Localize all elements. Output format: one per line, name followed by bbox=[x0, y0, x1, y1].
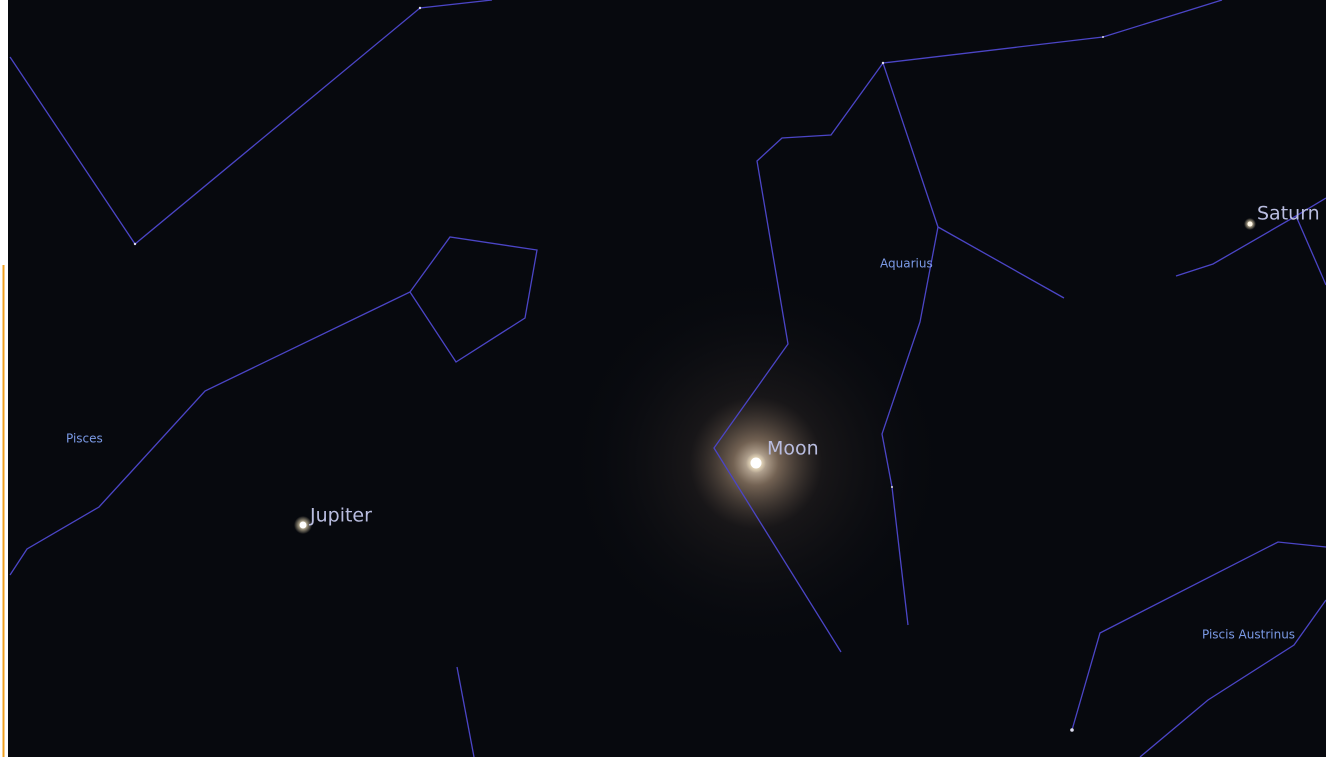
star bbox=[891, 486, 893, 488]
jupiter bbox=[299, 521, 307, 529]
line bbox=[1139, 599, 1326, 757]
moon bbox=[750, 457, 762, 469]
saturn bbox=[1247, 221, 1253, 227]
planet-label: Jupiter bbox=[309, 505, 372, 527]
star bbox=[418, 6, 422, 10]
line bbox=[1295, 215, 1326, 286]
line bbox=[881, 226, 939, 626]
line bbox=[9, 0, 493, 245]
line bbox=[713, 0, 1223, 653]
constellation-label: Piscis Austrinus bbox=[1202, 628, 1295, 642]
star bbox=[1102, 36, 1104, 38]
planet-label: Saturn bbox=[1257, 203, 1320, 225]
constellation-label: Aquarius bbox=[880, 257, 933, 271]
planet-label: Moon bbox=[767, 438, 819, 460]
line bbox=[1175, 197, 1326, 277]
constellation-label: Pisces bbox=[66, 432, 103, 446]
star bbox=[133, 242, 137, 246]
constellation-lines bbox=[9, 0, 1326, 757]
line bbox=[456, 666, 475, 757]
star bbox=[1070, 728, 1074, 732]
line bbox=[1071, 541, 1326, 731]
star bbox=[881, 61, 885, 65]
stars bbox=[133, 6, 1104, 732]
line bbox=[9, 236, 538, 576]
